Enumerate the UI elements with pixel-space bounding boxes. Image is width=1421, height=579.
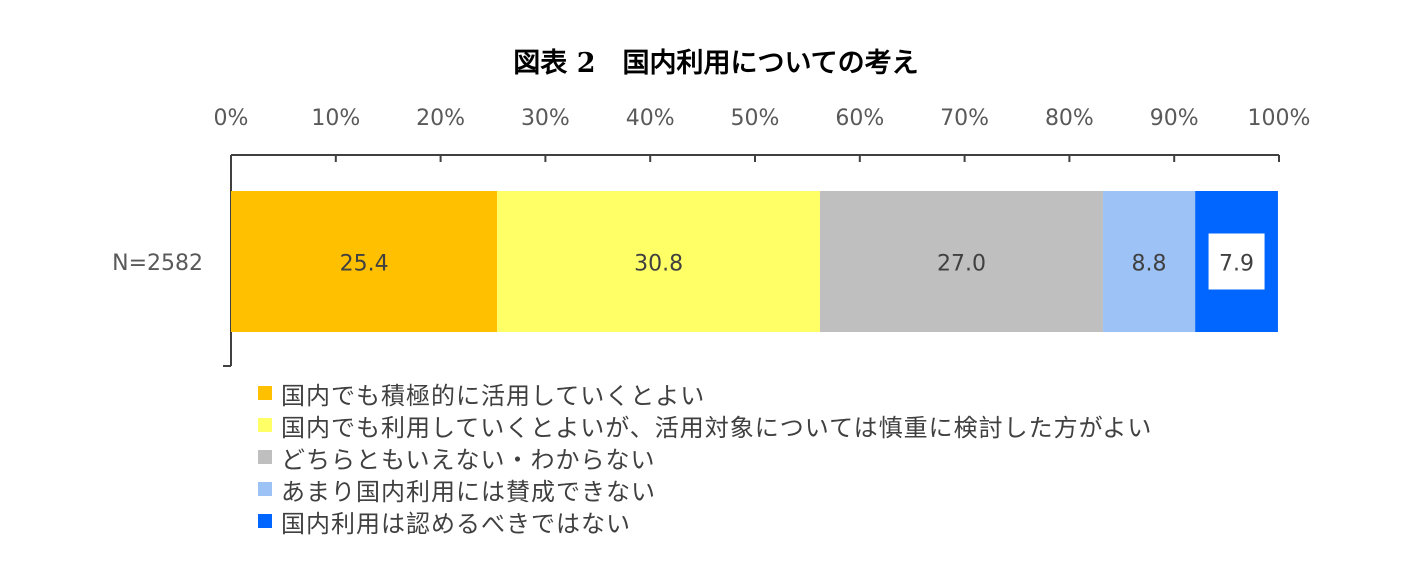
data-label: 30.8 xyxy=(634,252,683,277)
legend-item: どちらともいえない・わからない xyxy=(258,441,1152,474)
legend-swatch xyxy=(258,418,272,432)
legend-swatch xyxy=(258,450,272,464)
legend-item: 国内利用は認めるべきではない xyxy=(258,505,1152,538)
x-axis: 0% 10% 20% 30% 40% 50% 60% 70% 80% 90% 100% xyxy=(214,106,1311,367)
data-label-box xyxy=(1208,233,1265,290)
bar-segment xyxy=(1102,191,1196,332)
bar-segment xyxy=(819,191,1103,332)
chart-title: 図表 2 国内利用についての考え xyxy=(513,48,918,79)
data-label: 7.9 xyxy=(1219,252,1254,277)
legend-item: 国内でも利用していくとよいが、活用対象については慎重に検討した方がよい xyxy=(258,409,1153,442)
x-tick-label: 80% xyxy=(1045,106,1094,131)
legend-label: どちらともいえない・わからない xyxy=(281,445,656,474)
legend-label: 国内でも利用していくとよいが、活用対象については慎重に検討した方がよい xyxy=(281,413,1153,442)
x-tick-label: 10% xyxy=(311,106,360,131)
legend-swatch xyxy=(258,386,272,400)
category-label: N=2582 xyxy=(112,251,203,276)
legend-label: 国内利用は認めるべきではない xyxy=(281,509,631,538)
legend-swatch xyxy=(258,514,272,528)
legend: 国内でも積極的に活用していくとよい国内でも利用していくとよいが、活用対象について… xyxy=(258,377,1153,538)
data-labels: 25.4 30.8 27.0 8.8 7.9 xyxy=(340,233,1265,290)
x-tick-label: 30% xyxy=(521,106,570,131)
data-label: 8.8 xyxy=(1132,252,1167,277)
x-tick-label: 50% xyxy=(731,106,780,131)
x-tick-label: 90% xyxy=(1150,106,1199,131)
bar-segment xyxy=(231,191,498,332)
x-tick-label: 0% xyxy=(214,106,249,131)
x-tick-label: 60% xyxy=(835,106,884,131)
legend-item: 国内でも積極的に活用していくとよい xyxy=(258,377,1152,410)
legend-label: 国内でも積極的に活用していくとよい xyxy=(281,381,706,410)
x-tick-label: 40% xyxy=(626,106,675,131)
x-tick-label: 70% xyxy=(940,106,989,131)
bar-segment xyxy=(497,191,820,332)
data-label: 27.0 xyxy=(937,252,986,277)
legend-item: あまり国内利用には賛成できない xyxy=(258,473,1152,506)
x-tick-label: 20% xyxy=(416,106,465,131)
x-tick-label: 100% xyxy=(1248,106,1311,131)
legend-label: あまり国内利用には賛成できない xyxy=(281,477,656,506)
legend-swatch xyxy=(258,482,272,496)
data-label: 25.4 xyxy=(340,252,389,277)
bar-series xyxy=(231,191,1278,332)
